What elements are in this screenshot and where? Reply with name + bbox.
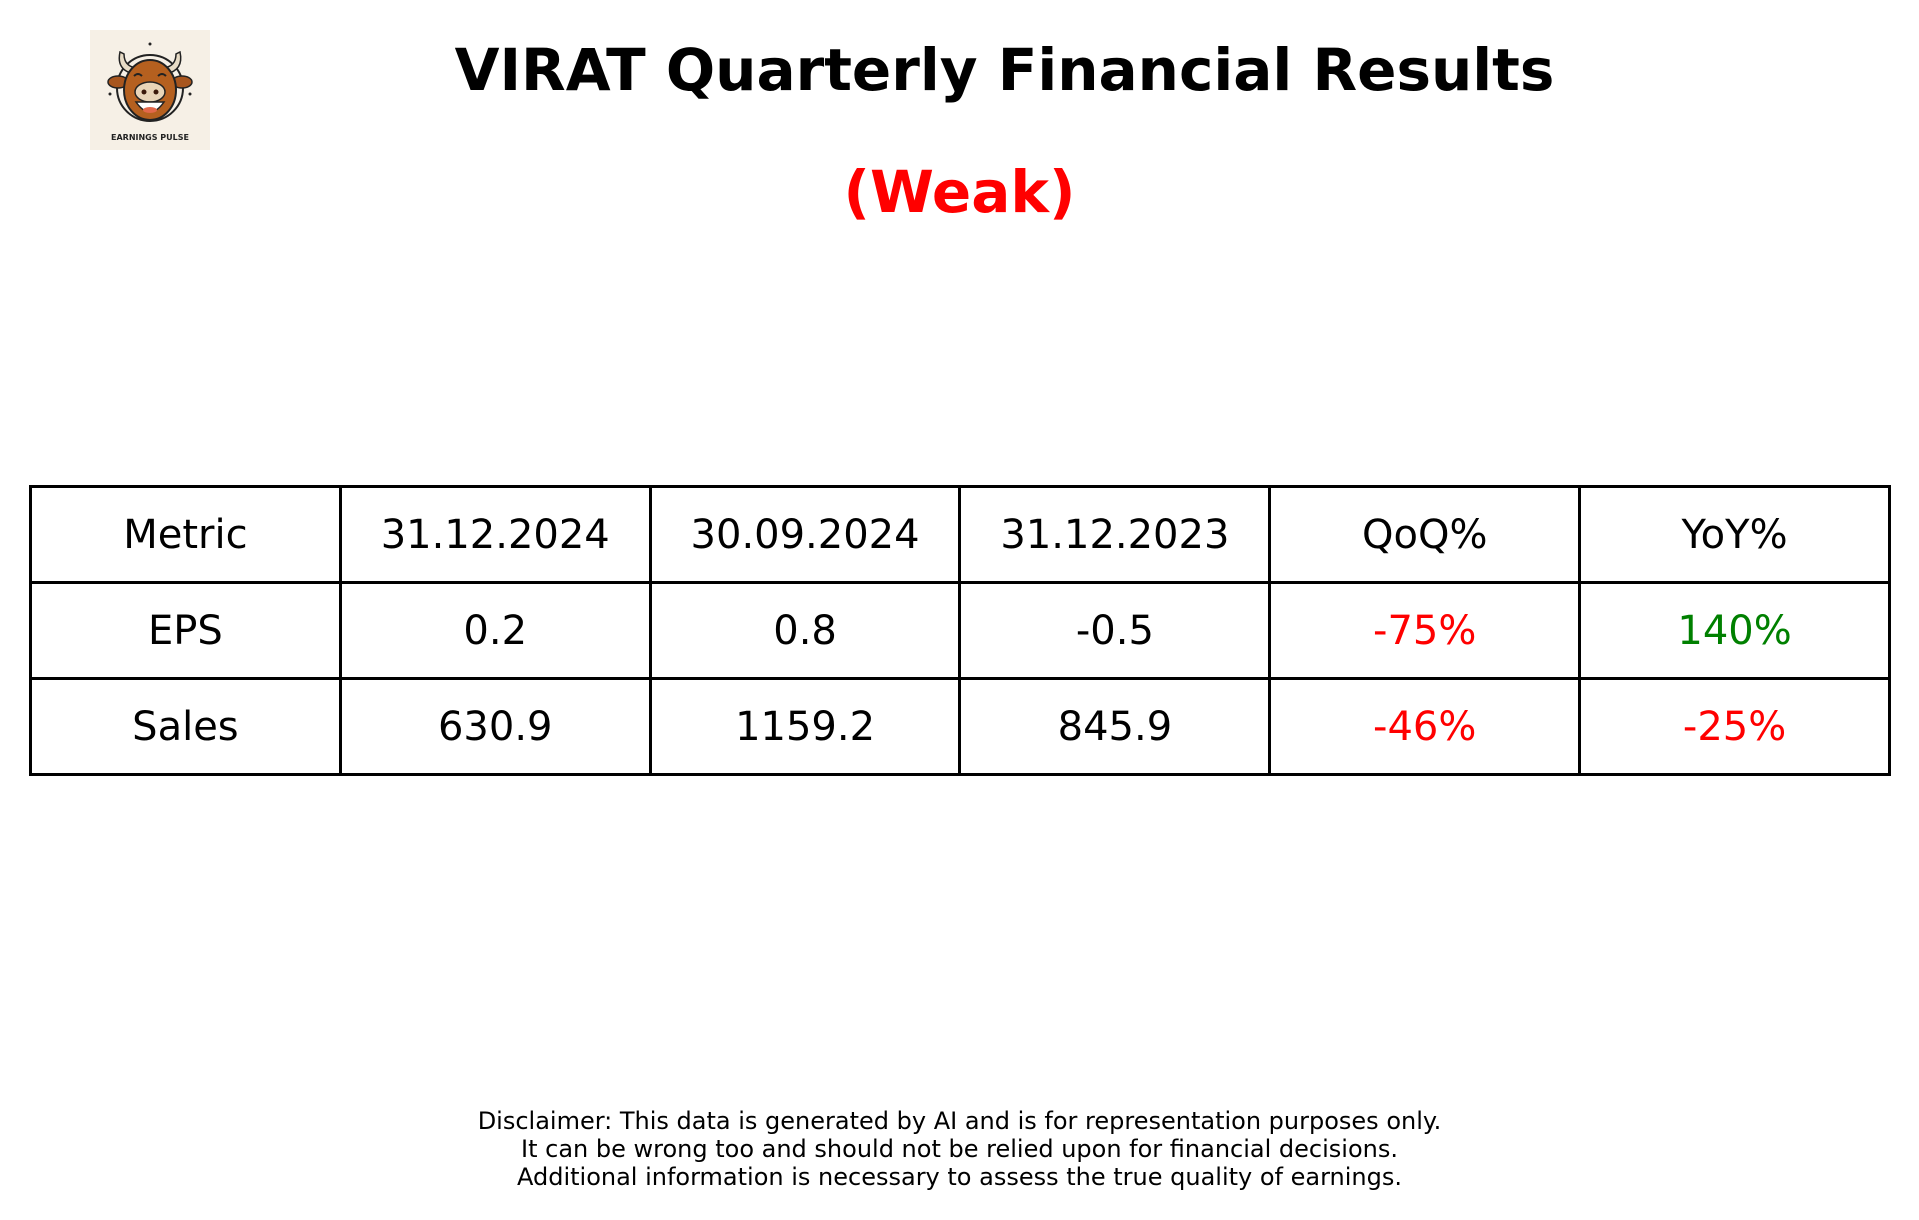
svg-text:EARNINGS PULSE: EARNINGS PULSE — [111, 133, 189, 142]
column-header: YoY% — [1578, 485, 1891, 584]
table-row: Sales 630.9 1159.2 845.9 -46% -25% — [29, 677, 1891, 776]
value-cell: -0.5 — [958, 581, 1272, 680]
rating-label: (Weak) — [843, 158, 1076, 226]
value-cell: 0.2 — [338, 581, 652, 680]
column-header: 30.09.2024 — [648, 485, 962, 584]
page-title: VIRAT Quarterly Financial Results — [454, 36, 1555, 104]
metric-cell: Sales — [29, 677, 342, 776]
disclaimer-line: It can be wrong too and should not be re… — [521, 1135, 1398, 1163]
column-header: QoQ% — [1268, 485, 1582, 584]
value-cell: 1159.2 — [648, 677, 962, 776]
disclaimer: Disclaimer: This data is generated by AI… — [0, 1107, 1919, 1191]
column-header: 31.12.2024 — [338, 485, 652, 584]
table-row: EPS 0.2 0.8 -0.5 -75% 140% — [29, 581, 1891, 680]
value-cell: 0.8 — [648, 581, 962, 680]
value-cell: 845.9 — [958, 677, 1272, 776]
column-header: Metric — [29, 485, 342, 584]
column-header: 31.12.2023 — [958, 485, 1272, 584]
bull-mascot-icon: EARNINGS PULSE — [90, 30, 210, 150]
table-header-row: Metric 31.12.2024 30.09.2024 31.12.2023 … — [29, 485, 1891, 584]
yoy-cell: 140% — [1578, 581, 1891, 680]
qoq-cell: -46% — [1268, 677, 1582, 776]
metric-cell: EPS — [29, 581, 342, 680]
financial-results-table: Metric 31.12.2024 30.09.2024 31.12.2023 … — [29, 485, 1891, 776]
qoq-cell: -75% — [1268, 581, 1582, 680]
value-cell: 630.9 — [338, 677, 652, 776]
disclaimer-line: Disclaimer: This data is generated by AI… — [477, 1107, 1442, 1135]
yoy-cell: -25% — [1578, 677, 1891, 776]
disclaimer-line: Additional information is necessary to a… — [516, 1163, 1402, 1191]
earnings-pulse-logo: EARNINGS PULSE — [90, 30, 210, 150]
